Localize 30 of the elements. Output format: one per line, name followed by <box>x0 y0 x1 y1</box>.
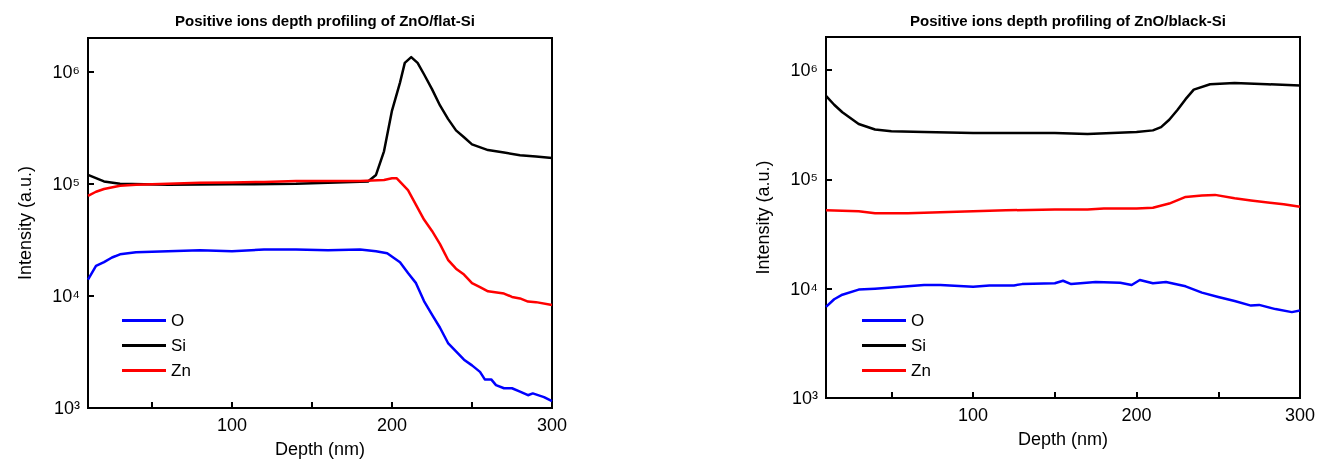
y-axis-title: Intensity (a.u.) <box>15 165 35 281</box>
x-tick-label: 100 <box>958 405 989 425</box>
line-series <box>824 278 1302 314</box>
x-tick-label: 200 <box>376 415 408 435</box>
x-axis-title: Depth (nm) <box>1017 429 1109 449</box>
line-series <box>824 193 1302 215</box>
y-tick-label: 10⁴ <box>52 285 80 306</box>
legend-label: Zn <box>171 361 191 380</box>
legend-label: Si <box>171 336 187 355</box>
y-tick-label: 10³ <box>791 388 819 408</box>
y-tick-label: 10⁵ <box>790 169 818 190</box>
legend-label: O <box>911 311 925 330</box>
y-tick-label: 10⁶ <box>52 61 80 82</box>
y-axis-title: Intensity (a.u.) <box>753 160 773 275</box>
legend-label: Si <box>911 336 927 355</box>
x-tick-label: 100 <box>216 415 248 435</box>
x-tick-label: 200 <box>1121 405 1152 425</box>
x-axis-title: Depth (nm) <box>274 439 366 459</box>
legend-label: Zn <box>911 361 931 380</box>
legend-label: O <box>171 311 185 330</box>
y-tick-label: 10⁵ <box>52 173 80 194</box>
x-tick-label: 300 <box>536 415 568 435</box>
chart-title: Positive ions depth profiling of ZnO/black-Si <box>910 12 1226 29</box>
y-tick-label: 10⁶ <box>790 59 818 80</box>
line-series <box>86 177 554 307</box>
chart-title: Positive ions depth profiling of ZnO/flat-Si <box>175 12 475 29</box>
y-tick-label: 10⁴ <box>790 278 818 299</box>
x-tick-label: 300 <box>1284 405 1316 425</box>
y-tick-label: 10³ <box>53 398 81 418</box>
line-series <box>86 248 554 403</box>
